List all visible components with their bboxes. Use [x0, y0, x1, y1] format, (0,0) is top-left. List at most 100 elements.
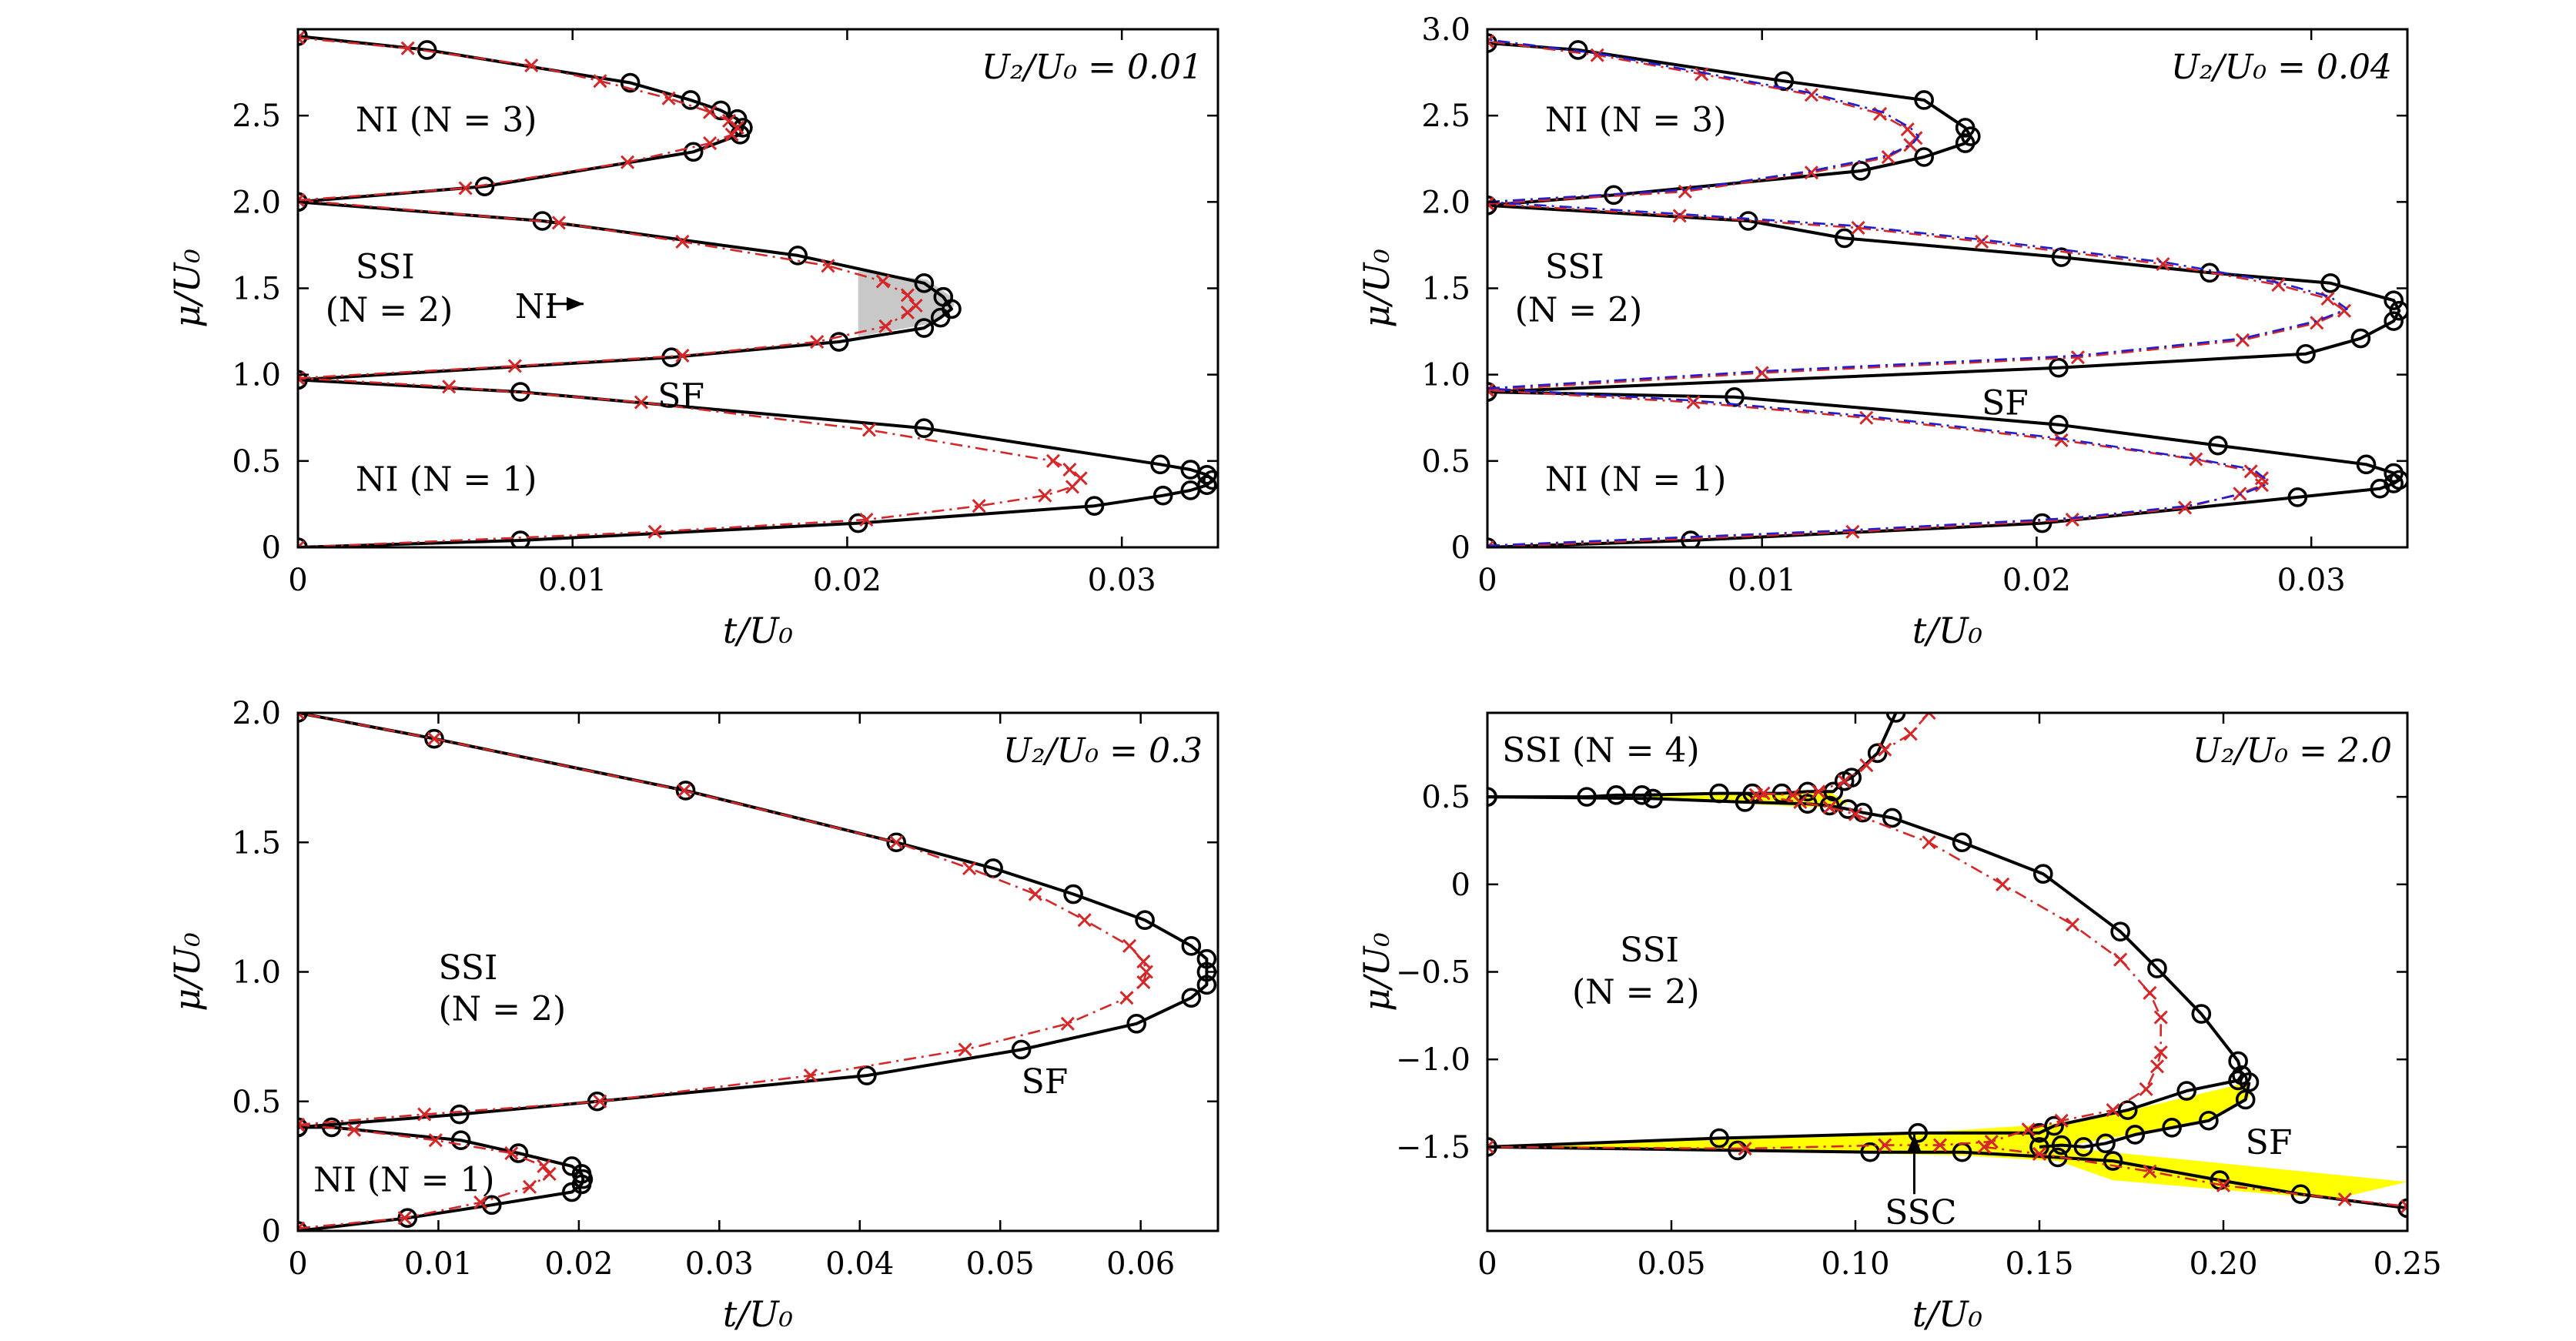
data-point [803, 1068, 818, 1083]
region-label: SSI [438, 948, 497, 988]
data-point [2191, 1004, 2212, 1024]
data-point [1084, 496, 1105, 516]
data-point [1860, 1142, 1880, 1162]
y-tick-label: 0 [262, 1214, 281, 1249]
data-point [2320, 273, 2340, 293]
data-point [2125, 1125, 2146, 1145]
data-point [298, 1221, 306, 1231]
x-axis-label: t/U₀ [1912, 1293, 1982, 1335]
data-point [2216, 1178, 2231, 1192]
annotation-arrowhead-0 [1907, 1134, 1922, 1152]
data-point [1848, 807, 1863, 821]
y-tick-label: 2.5 [1421, 99, 1470, 134]
data-point [2337, 303, 2352, 318]
data-point [1738, 211, 1758, 231]
series-1-line-0 [1763, 713, 1930, 797]
data-point [1606, 785, 1627, 805]
data-point [1487, 382, 1497, 402]
data-point [2400, 1199, 2407, 1214]
x-axis-label: t/U₀ [723, 1293, 793, 1335]
region-label: NI (N = 3) [356, 101, 537, 140]
data-point [450, 1104, 470, 1125]
plot-area [1487, 33, 2407, 547]
data-point [1804, 166, 1818, 180]
data-point [810, 334, 825, 349]
data-point [972, 499, 986, 513]
data-point [875, 274, 890, 289]
plot-area [298, 29, 1218, 547]
series-1-line-1 [298, 199, 917, 380]
y-axis-label: μ/U₀ [1356, 249, 1397, 328]
data-point [1487, 196, 1497, 216]
data-point [551, 216, 566, 230]
data-point [2389, 300, 2407, 321]
region-label: SF [1022, 1062, 1069, 1102]
data-point [2032, 513, 2052, 533]
data-point [428, 1133, 443, 1148]
data-point [1122, 938, 1137, 953]
data-point [1885, 713, 1906, 723]
region-label: (N = 2) [438, 990, 566, 1029]
data-point [1914, 147, 1934, 167]
data-point [1567, 40, 1588, 60]
data-point [1755, 366, 1769, 380]
x-tick-label: 0.20 [2189, 1246, 2257, 1282]
data-point [2153, 1045, 2168, 1060]
data-point [908, 298, 923, 313]
data-point [2147, 958, 2167, 978]
data-point [1045, 453, 1061, 468]
y-tick-label: 0.5 [1421, 444, 1470, 480]
data-point [703, 105, 718, 119]
data-point [298, 31, 306, 45]
x-tick-label: 0.03 [2277, 563, 2346, 598]
data-point [2199, 1110, 2219, 1131]
data-point [298, 29, 308, 46]
data-point [2356, 454, 2377, 475]
data-point [2021, 1122, 2036, 1137]
data-point [2103, 1151, 2123, 1171]
data-point [1955, 118, 1975, 138]
x-tick-label: 0.15 [2005, 1246, 2073, 1282]
series-0-line-1 [1487, 795, 2243, 1149]
data-point [821, 259, 835, 273]
data-point [634, 395, 648, 410]
data-point [1851, 161, 1871, 181]
data-point [2235, 333, 2250, 347]
data-point [542, 1166, 557, 1182]
data-point [2051, 1135, 2072, 1155]
data-point [2162, 1118, 2182, 1138]
data-point [681, 90, 701, 110]
data-point [1487, 383, 1495, 397]
data-point [848, 513, 868, 533]
data-point [1181, 988, 1202, 1008]
data-point [962, 861, 977, 875]
data-point [1984, 1134, 1999, 1149]
data-point [1882, 808, 1902, 828]
data-point [1996, 877, 2010, 891]
data-point [675, 781, 696, 801]
data-point [2032, 864, 2053, 884]
data-point [1672, 209, 1687, 223]
x-tick-label: 0 [288, 563, 307, 598]
x-tick-label: 0.03 [685, 1246, 754, 1282]
y-tick-label: 0 [1451, 530, 1470, 566]
data-point [427, 731, 442, 746]
region-label: NI (N = 1) [356, 460, 537, 499]
data-point [1681, 530, 1701, 547]
data-point [620, 155, 635, 169]
data-point [886, 832, 907, 853]
data-point [2113, 952, 2128, 967]
y-tick-label: −0.5 [1396, 955, 1470, 991]
data-point [298, 540, 306, 547]
data-point [1842, 767, 1862, 788]
data-point [2337, 1192, 2352, 1207]
data-point [2310, 316, 2324, 330]
y-tick-label: 3.0 [1421, 12, 1470, 48]
data-point [298, 1117, 306, 1132]
data-point [1908, 1122, 1929, 1143]
data-point [1487, 1139, 1495, 1154]
data-point [1900, 122, 1915, 137]
region-label: NI [515, 287, 558, 326]
annotation-arrowhead-0 [566, 296, 584, 311]
